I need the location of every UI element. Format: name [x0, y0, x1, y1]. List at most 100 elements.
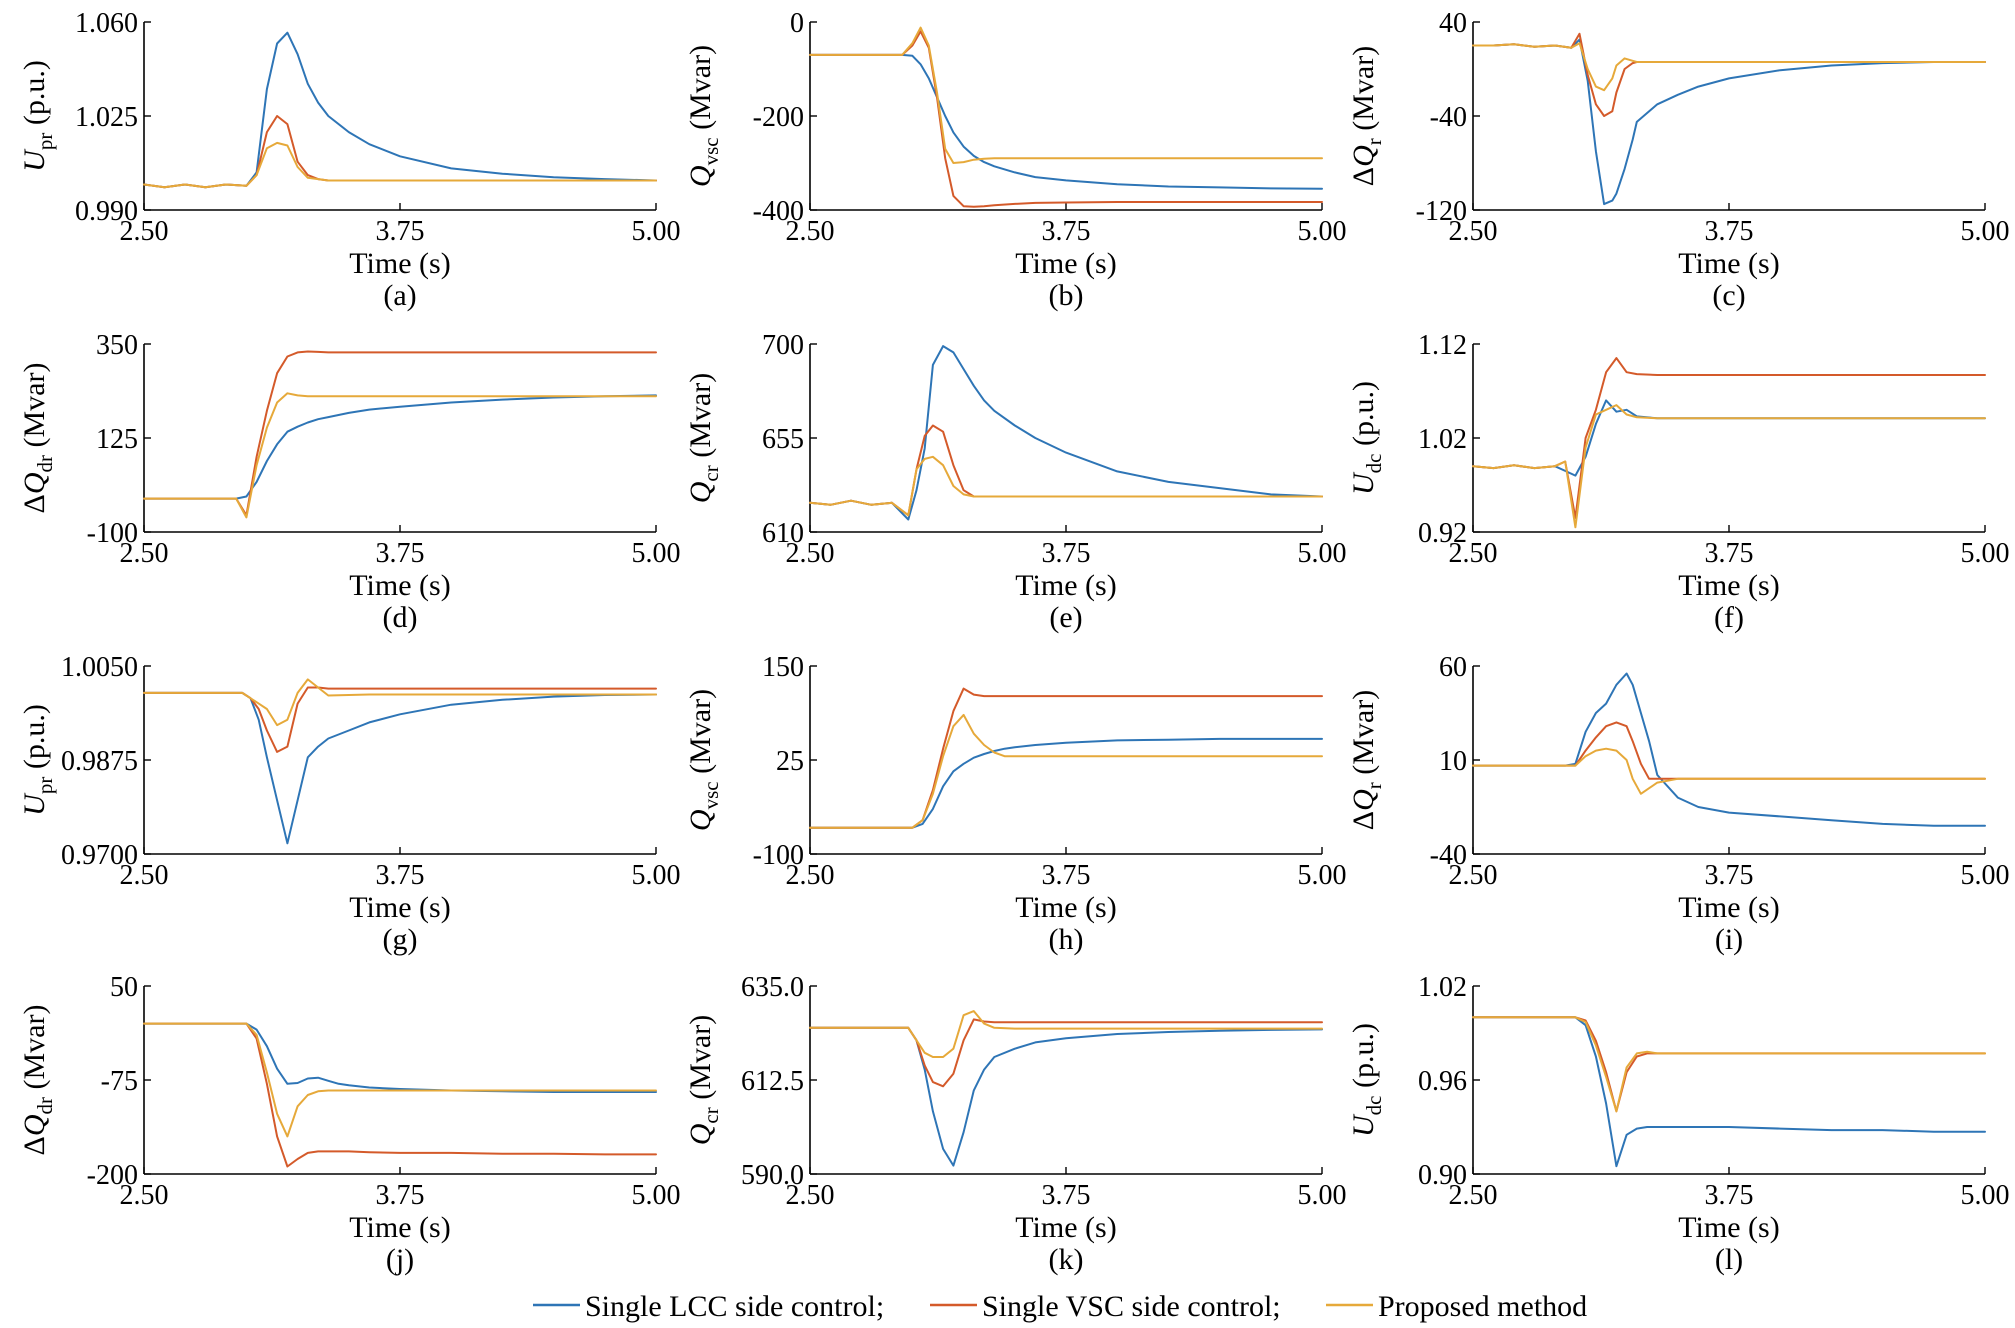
subplot-caption-d: (d) — [383, 601, 418, 634]
y-axis-label-j: ΔQdr (Mvar) — [18, 1005, 57, 1156]
x-tick-label-e-1: 3.75 — [1042, 538, 1091, 569]
y-tick-label-h-0: -100 — [753, 840, 804, 871]
y-tick-label-k-0: 590.0 — [741, 1160, 804, 1191]
y-tick-label-j-0: -200 — [87, 1160, 138, 1191]
y-tick-label-e-2: 700 — [762, 330, 804, 361]
y-tick-label-f-2: 1.12 — [1418, 330, 1467, 361]
subplot-h: 2.50 3.75 5.00 -100 25 150 Time (s)(h) Qvsc (Mv… — [684, 652, 1347, 956]
y-tick-label-j-2: 50 — [110, 972, 138, 1003]
y-tick-label-k-2: 635.0 — [741, 972, 804, 1003]
series-line-a-lcc — [143, 31, 657, 189]
y-tick-label-c-1: -40 — [1430, 102, 1467, 133]
y-tick-label-f-1: 1.02 — [1418, 424, 1467, 455]
subplot-caption-e: (e) — [1049, 601, 1082, 634]
y-tick-label-g-2: 1.0050 — [61, 652, 138, 683]
y-tick-label-c-2: 40 — [1439, 8, 1467, 39]
series-line-f-proposed — [1472, 404, 1986, 529]
series-line-l-vsc — [1472, 1016, 1986, 1113]
x-tick-label-g-2: 5.00 — [632, 860, 681, 891]
x-tick-label-g-0: 2.50 — [120, 860, 169, 891]
x-tick-label-k-0: 2.50 — [786, 1180, 835, 1211]
subplot-caption-i: (i) — [1715, 923, 1743, 956]
series-line-c-lcc — [1472, 38, 1986, 206]
series-line-k-vsc — [809, 1018, 1323, 1088]
x-tick-label-b-2: 5.00 — [1298, 216, 1347, 247]
series-line-j-vsc — [143, 1022, 657, 1168]
subplot-c: 2.50 3.75 5.00 -120 -40 40 Time (s)(c) ΔQr (Mva… — [1347, 8, 2010, 312]
series-line-f-vsc — [1472, 357, 1986, 519]
subplot-l: 2.50 3.75 5.00 0.90 0.96 1.02 Time (s)(l) Udc (… — [1347, 972, 2010, 1276]
y-tick-label-e-0: 610 — [762, 518, 804, 549]
x-tick-label-d-2: 5.00 — [632, 538, 681, 569]
series-line-i-lcc — [1472, 672, 1986, 827]
subplot-caption-b: (b) — [1049, 279, 1084, 312]
subplot-caption-f: (f) — [1714, 601, 1744, 634]
x-axis-label-a: Time (s) — [349, 247, 450, 280]
legend-label-vsc: Single VSC side control; — [982, 1290, 1281, 1323]
y-axis-label-d: ΔQdr (Mvar) — [18, 363, 57, 514]
series-line-h-lcc — [809, 737, 1323, 829]
x-tick-label-a-1: 3.75 — [376, 216, 425, 247]
y-tick-label-i-2: 60 — [1439, 652, 1467, 683]
y-tick-label-l-2: 1.02 — [1418, 972, 1467, 1003]
series-line-j-lcc — [143, 1022, 657, 1093]
x-tick-label-j-2: 5.00 — [632, 1180, 681, 1211]
x-tick-label-b-1: 3.75 — [1042, 216, 1091, 247]
y-tick-label-a-0: 0.990 — [75, 196, 138, 227]
x-axis-label-e: Time (s) — [1015, 569, 1116, 602]
y-tick-label-l-0: 0.90 — [1418, 1160, 1467, 1191]
series-line-d-lcc — [143, 394, 657, 500]
x-axis-label-b: Time (s) — [1015, 247, 1116, 280]
x-axis-label-d: Time (s) — [349, 569, 450, 602]
x-tick-label-l-2: 5.00 — [1961, 1180, 2010, 1211]
y-tick-label-i-0: -40 — [1430, 840, 1467, 871]
series-line-b-lcc — [809, 53, 1323, 190]
y-axis-label-i: ΔQr (Mvar) — [1347, 690, 1386, 830]
series-line-g-proposed — [143, 678, 657, 727]
y-tick-label-k-1: 612.5 — [741, 1066, 804, 1097]
subplot-caption-a: (a) — [383, 279, 416, 312]
x-tick-label-a-0: 2.50 — [120, 216, 169, 247]
series-line-g-lcc — [143, 691, 657, 845]
x-tick-label-c-1: 3.75 — [1705, 216, 1754, 247]
subplot-caption-j: (j) — [386, 1243, 414, 1276]
y-tick-label-l-1: 0.96 — [1418, 1066, 1467, 1097]
x-axis-label-l: Time (s) — [1678, 1211, 1779, 1244]
x-axis-label-h: Time (s) — [1015, 891, 1116, 924]
y-tick-label-b-0: -400 — [753, 196, 804, 227]
x-tick-label-k-2: 5.00 — [1298, 1180, 1347, 1211]
x-tick-label-h-2: 5.00 — [1298, 860, 1347, 891]
x-axis-label-j: Time (s) — [349, 1211, 450, 1244]
y-tick-label-a-1: 1.025 — [75, 102, 138, 133]
series-line-f-lcc — [1472, 399, 1986, 477]
series-line-k-lcc — [809, 1026, 1323, 1167]
y-tick-label-a-2: 1.060 — [75, 8, 138, 39]
series-line-d-vsc — [143, 350, 657, 517]
series-line-c-proposed — [1472, 42, 1986, 92]
x-tick-label-l-1: 3.75 — [1705, 1180, 1754, 1211]
subplot-d: 2.50 3.75 5.00 -100 125 350 Time (s)(d) ΔQdr (M… — [18, 330, 681, 634]
x-axis-label-k: Time (s) — [1015, 1211, 1116, 1244]
subplot-b: 2.50 3.75 5.00 -400 -200 0 Time (s)(b) Qvsc (Mv… — [684, 8, 1347, 312]
x-tick-label-f-1: 3.75 — [1705, 538, 1754, 569]
y-tick-label-h-2: 150 — [762, 652, 804, 683]
series-line-l-lcc — [1472, 1016, 1986, 1168]
y-axis-label-l: Udc (p.u.) — [1347, 1023, 1386, 1137]
x-tick-label-g-1: 3.75 — [376, 860, 425, 891]
y-tick-label-j-1: -75 — [101, 1066, 138, 1097]
y-tick-label-h-1: 25 — [776, 746, 804, 777]
series-line-k-proposed — [809, 1010, 1323, 1058]
series-line-j-proposed — [143, 1022, 657, 1138]
y-axis-label-k: Qcr (Mvar) — [684, 1015, 723, 1145]
x-tick-label-i-2: 5.00 — [1961, 860, 2010, 891]
y-tick-label-g-1: 0.9875 — [61, 746, 138, 777]
y-tick-label-b-1: -200 — [753, 102, 804, 133]
x-tick-label-b-0: 2.50 — [786, 216, 835, 247]
subplot-e: 2.50 3.75 5.00 610 655 700 Time (s)(e) Qcr (Mva… — [684, 330, 1347, 634]
x-tick-label-j-0: 2.50 — [120, 1180, 169, 1211]
series-line-a-proposed — [143, 141, 657, 189]
subplot-j: 2.50 3.75 5.00 -200 -75 50 Time (s)(j) ΔQdr (Mv… — [18, 972, 681, 1276]
x-tick-label-e-0: 2.50 — [786, 538, 835, 569]
subplot-i: 2.50 3.75 5.00 -40 10 60 Time (s)(i) ΔQr (Mvar) — [1347, 652, 2010, 956]
